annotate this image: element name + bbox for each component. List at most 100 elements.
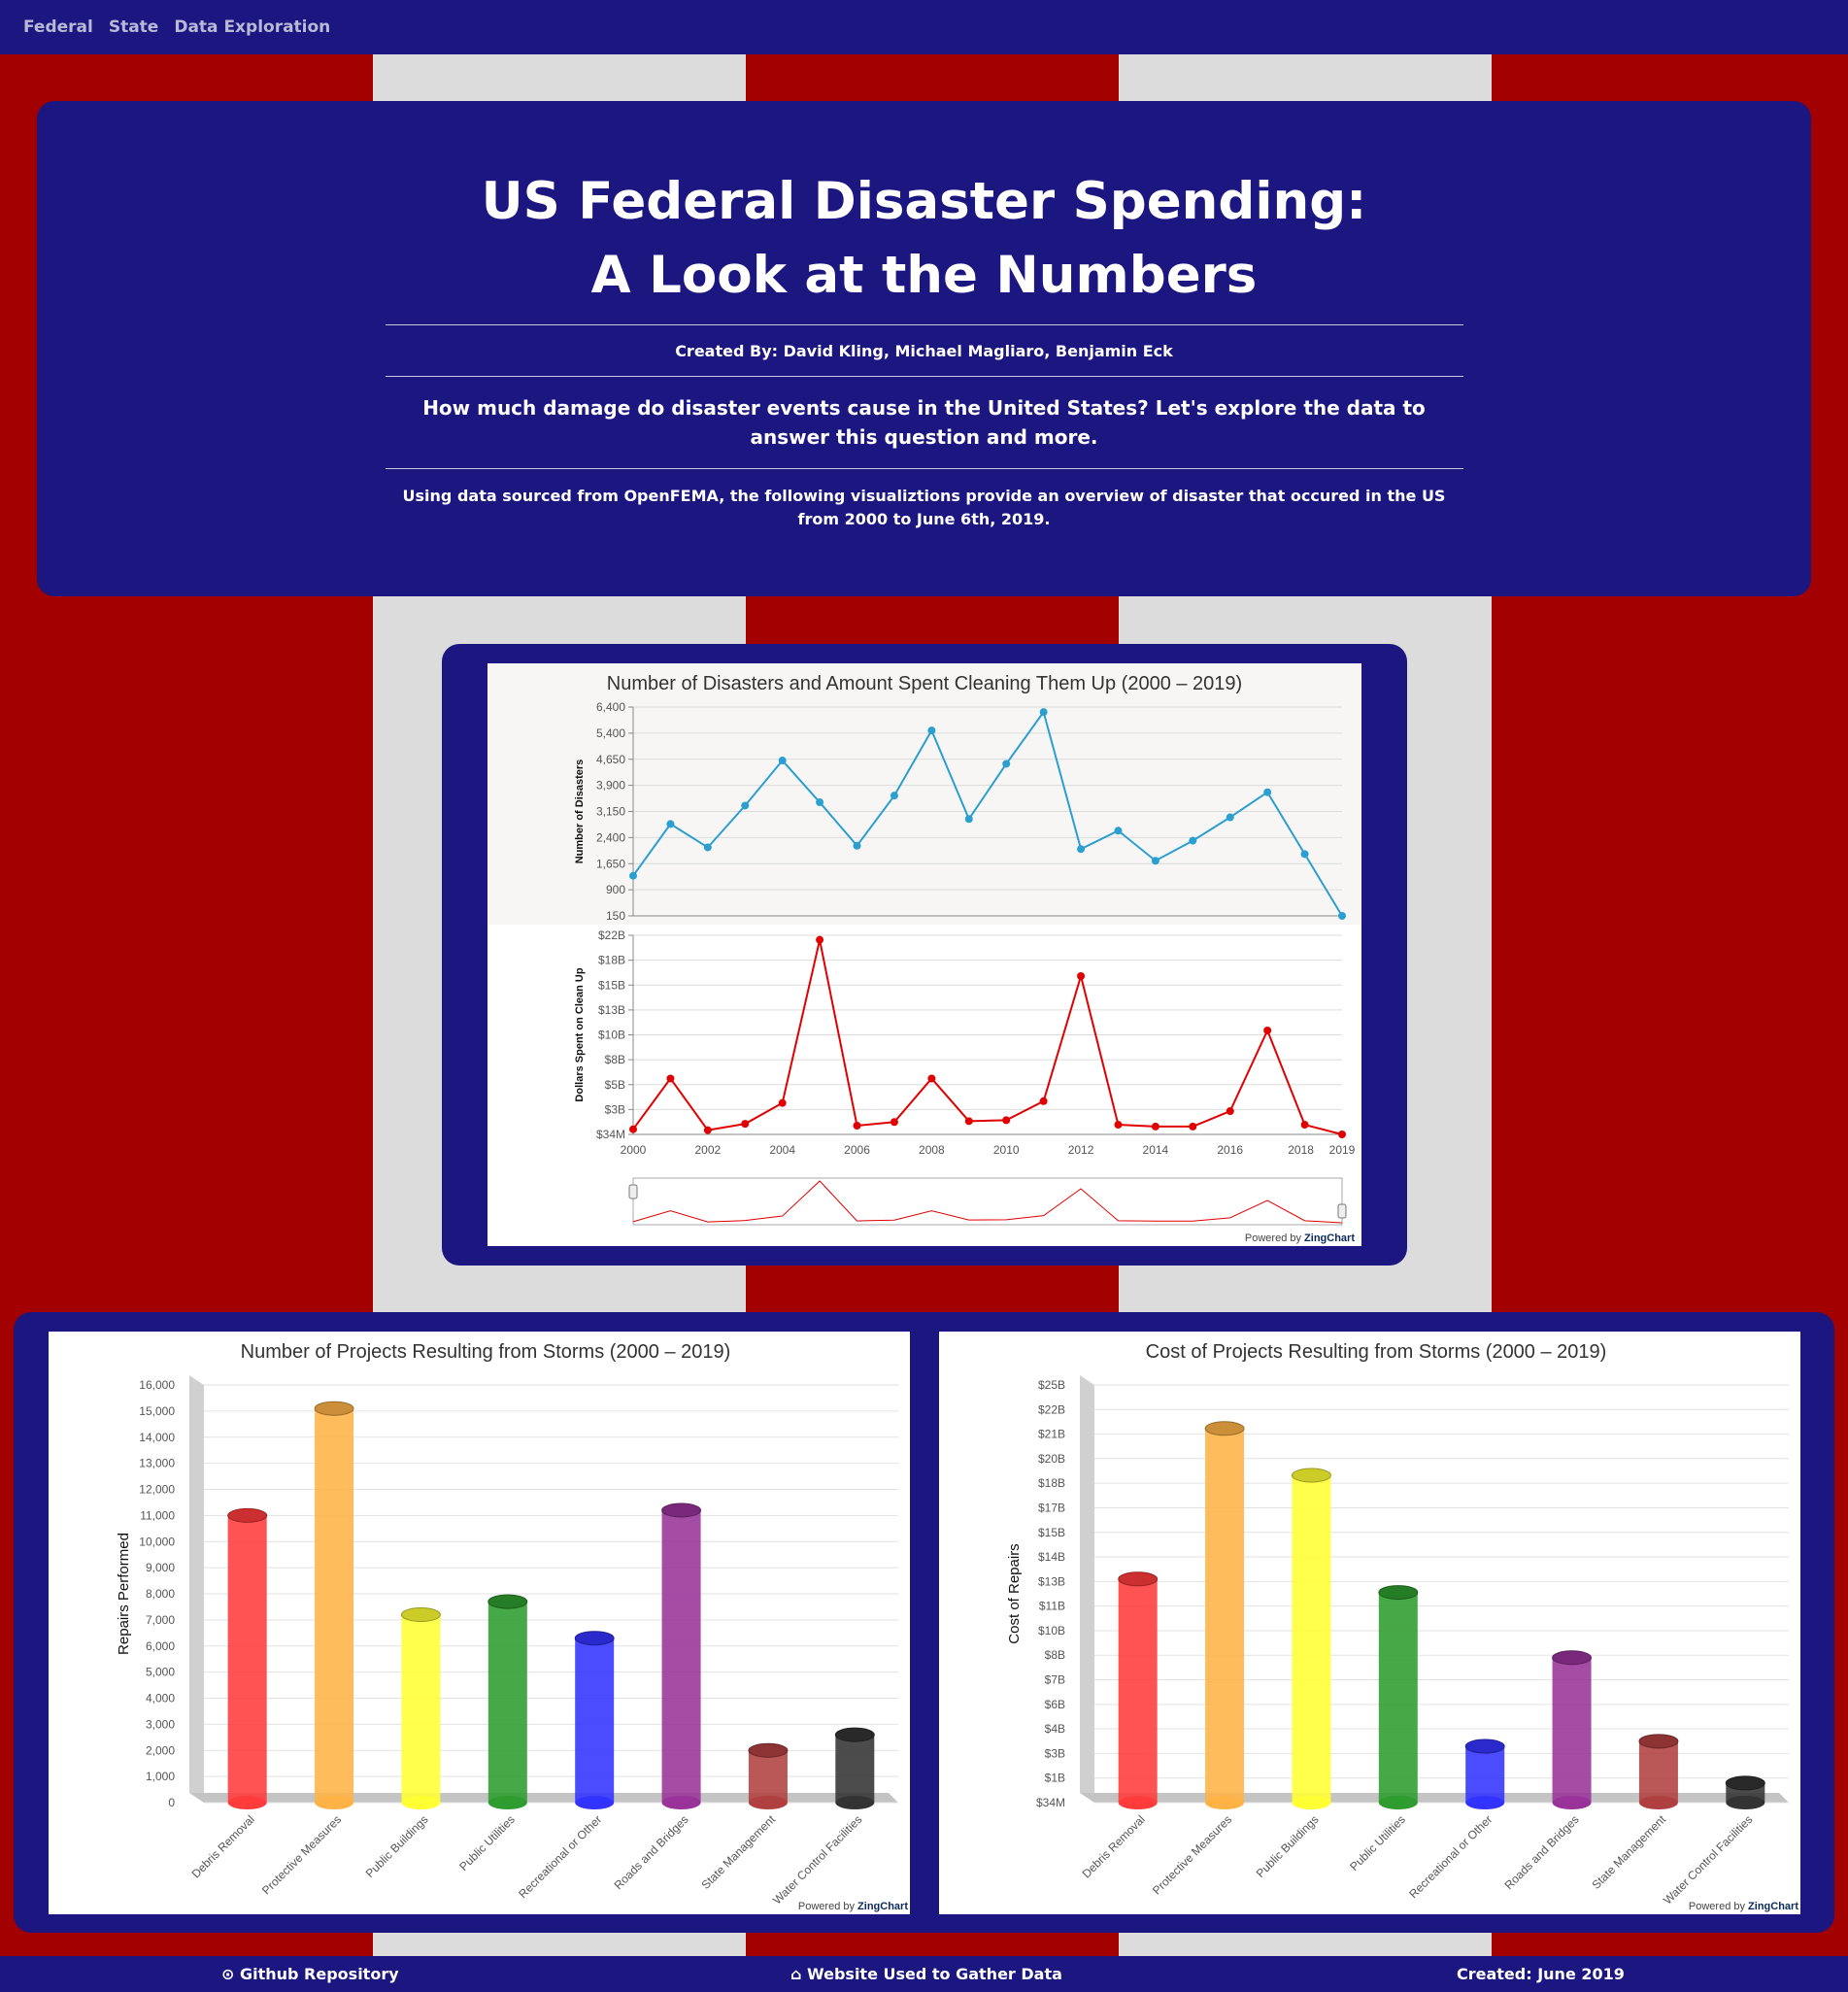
footer: ⊙ Github Repository ⌂ Website Used to Ga…	[0, 1956, 1848, 1992]
y-tick-label: 5,000	[146, 1666, 175, 1679]
x-tick-label: Public Buildings	[1254, 1812, 1322, 1880]
y-tick-label: 2,000	[146, 1743, 175, 1757]
data-point	[816, 935, 824, 944]
bar-body	[1552, 1657, 1592, 1803]
x-tick-label: Public Utilities	[1347, 1812, 1408, 1874]
y-tick-label: 13,000	[139, 1457, 175, 1470]
y-tick-label: $3B	[1045, 1746, 1065, 1760]
y-tick-label: 14,000	[139, 1431, 175, 1444]
y-tick-label: 150	[606, 909, 625, 923]
nav-federal[interactable]: Federal	[23, 17, 93, 37]
bar-base	[1726, 1796, 1765, 1809]
x-tick-label: 2016	[1217, 1143, 1243, 1157]
bar	[400, 1607, 441, 1809]
y-tick-label: $17B	[1038, 1501, 1065, 1514]
bar-base	[1205, 1796, 1245, 1809]
bar	[1291, 1468, 1331, 1809]
data-point	[1189, 836, 1197, 845]
projects-cost-chart[interactable]: Cost of Projects Resulting from Storms (…	[939, 1332, 1800, 1914]
data-point	[853, 841, 861, 850]
data-point	[1077, 971, 1086, 980]
title-line-2: A Look at the Numbers	[590, 246, 1258, 305]
bar-top	[748, 1742, 789, 1758]
bar-body	[1378, 1592, 1418, 1803]
bar-body	[575, 1637, 615, 1803]
x-tick-label: Recreational or Other	[1406, 1812, 1495, 1901]
y-tick-label: 6,000	[146, 1639, 175, 1653]
data-point	[741, 801, 750, 810]
github-icon: ⊙	[221, 1965, 235, 1983]
chart-floor	[189, 1793, 898, 1803]
data-point	[1039, 708, 1048, 717]
x-tick-label: Protective Measures	[1150, 1812, 1234, 1897]
bar	[1464, 1739, 1505, 1809]
bar-top	[400, 1607, 441, 1622]
nav-state[interactable]: State	[108, 17, 159, 37]
data-point	[890, 792, 898, 800]
preview-handle-left	[628, 1184, 638, 1199]
bar	[1118, 1571, 1159, 1809]
data-point	[1263, 1026, 1272, 1034]
projects-count-chart[interactable]: Number of Projects Resulting from Storms…	[49, 1332, 910, 1914]
github-link[interactable]: ⊙ Github Repository	[221, 1965, 399, 1983]
y-tick-label: 2,400	[596, 830, 625, 844]
x-tick-label: 2006	[844, 1143, 870, 1157]
bar	[1725, 1775, 1765, 1809]
zingchart-credit: Powered by ZingChart	[1689, 1901, 1798, 1912]
x-tick-label: 2019	[1329, 1143, 1356, 1157]
bar-body	[835, 1735, 875, 1803]
y-tick-label: $22B	[1038, 1402, 1065, 1416]
y-tick-label: $4B	[1045, 1722, 1065, 1736]
x-tick-label: Debris Removal	[1080, 1812, 1148, 1880]
bar-top	[1204, 1421, 1245, 1436]
y-tick-label: $13B	[1038, 1574, 1065, 1588]
navbar: Federal State Data Exploration	[0, 0, 1848, 54]
x-tick-label: State Management	[1589, 1812, 1668, 1892]
bar-top	[1552, 1650, 1593, 1666]
y-tick-label: $21B	[1038, 1428, 1065, 1441]
y-tick-label: $3B	[605, 1102, 625, 1116]
bar-top	[227, 1507, 268, 1523]
y-tick-label: 900	[606, 883, 625, 896]
bar-body	[487, 1602, 527, 1803]
data-point	[1226, 1107, 1234, 1116]
bar-base	[487, 1796, 527, 1809]
bar-top	[1378, 1585, 1419, 1601]
y-tick-label: 5,400	[596, 726, 625, 740]
x-tick-label: 2002	[694, 1143, 721, 1157]
data-point	[1151, 857, 1159, 865]
disasters-spending-chart[interactable]: Number of Disasters and Amount Spent Cle…	[487, 663, 1361, 1246]
bar	[574, 1631, 615, 1809]
preview-handle-right	[1337, 1203, 1347, 1219]
created-date: Created: June 2019	[1457, 1965, 1625, 1983]
data-point	[1002, 1116, 1011, 1125]
data-point	[816, 798, 824, 807]
bar	[661, 1502, 702, 1809]
y-tick-label: $15B	[598, 978, 625, 992]
x-tick-label: 2004	[769, 1143, 795, 1157]
bar-top	[314, 1401, 354, 1416]
page-title: US Federal Disaster Spending: A Look at …	[37, 101, 1811, 313]
y-tick-label: $10B	[1038, 1624, 1065, 1637]
y-tick-label: 8,000	[146, 1587, 175, 1601]
bar-body	[315, 1408, 354, 1803]
bar	[748, 1742, 789, 1809]
authors: Created By: David Kling, Michael Magliar…	[675, 342, 1173, 360]
y-tick-label: 4,000	[146, 1692, 175, 1705]
storm-charts-panel: Number of Projects Resulting from Storms…	[14, 1312, 1834, 1933]
x-tick-label: Public Utilities	[456, 1812, 518, 1874]
x-tick-label: Debris Removal	[189, 1812, 257, 1880]
data-source-link[interactable]: ⌂ Website Used to Gather Data	[790, 1965, 1062, 1983]
divider	[385, 324, 1463, 325]
y-tick-label: $1B	[1045, 1772, 1065, 1785]
bar-body	[227, 1515, 267, 1803]
bar	[1638, 1734, 1679, 1809]
data-point	[1338, 1131, 1346, 1138]
nav-data-exploration[interactable]: Data Exploration	[174, 17, 331, 37]
y-tick-label: 1,000	[146, 1770, 175, 1783]
projects-cost-chart-container: Cost of Projects Resulting from Storms (…	[939, 1332, 1800, 1914]
bar	[1204, 1421, 1245, 1809]
intro-question: How much damage do disaster events cause…	[422, 396, 1426, 449]
bar-base	[315, 1796, 354, 1809]
bar	[834, 1727, 875, 1809]
